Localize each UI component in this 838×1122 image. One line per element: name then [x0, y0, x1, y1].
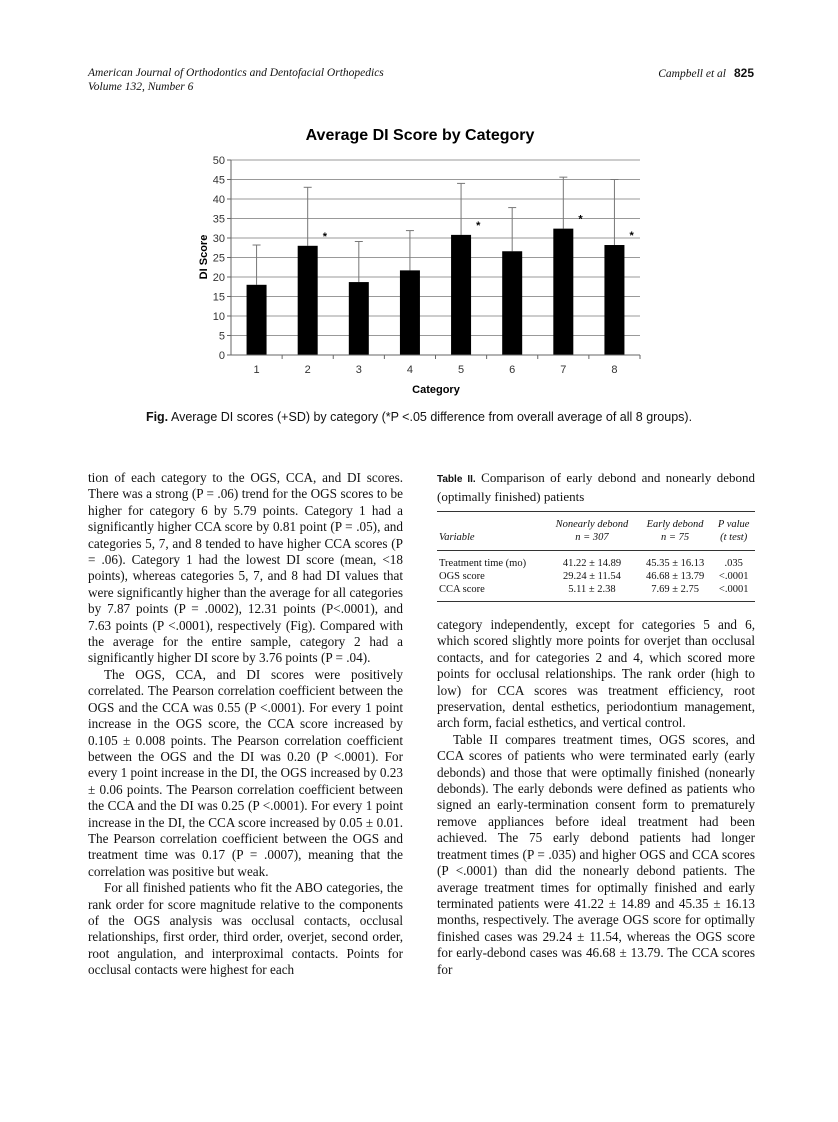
table-cell: <.0001 — [718, 584, 749, 595]
table-row: OGS score 29.24 ± 11.54 46.68 ± 13.79 <.000… — [437, 570, 755, 583]
table-header-row: Variable Nonearly debond n = 307 Early debo… — [437, 511, 755, 551]
column-header: Nonearly debond n = 307 — [546, 511, 638, 551]
page-number: 825 — [733, 66, 754, 80]
chart-title: Average DI Score by Category — [306, 127, 535, 144]
table-cell: Treatment time (mo) — [439, 558, 527, 569]
bar-category-6 — [502, 251, 523, 355]
running-header-left: American Journal of Orthodontics and Den… — [88, 66, 384, 94]
paragraph: category independently, except for categ… — [437, 617, 755, 731]
y-tick-label: 25 — [213, 253, 225, 265]
y-tick-label: 35 — [213, 214, 225, 226]
header-line: P value — [717, 519, 750, 530]
x-tick-label: 5 — [458, 364, 464, 376]
y-tick-label: 45 — [213, 175, 225, 187]
table-cell: 5.11 ± 2.38 — [568, 584, 616, 595]
y-tick-label: 15 — [213, 292, 225, 304]
significance-marker: * — [323, 231, 328, 243]
significance-marker: * — [476, 220, 481, 232]
paragraph: The OGS, CCA, and DI scores were positiv… — [88, 666, 403, 879]
column-header: Early debond n = 75 — [637, 511, 713, 551]
comparison-table: Variable Nonearly debond n = 307 Early debo… — [437, 511, 755, 602]
y-tick-label: 50 — [213, 155, 225, 167]
x-tick-label: 6 — [509, 364, 515, 376]
bar-category-3 — [348, 282, 369, 355]
paragraph: For all finished patients who fit the AB… — [88, 880, 403, 978]
header-line: n = 75 — [661, 532, 690, 543]
left-column-text: tion of each category to the OGS, CCA, a… — [88, 470, 403, 979]
bar-category-5 — [451, 234, 472, 355]
significance-marker: * — [578, 214, 583, 226]
paragraph: Table II compares treatment times, OGS s… — [437, 731, 755, 977]
bar-chart: Average DI Score by Category051015202530… — [198, 127, 641, 396]
column-header: P value (t test) — [712, 511, 755, 551]
header-line: n = 307 — [575, 532, 609, 543]
header-line: (t test) — [720, 532, 748, 543]
x-axis-label: Category — [412, 384, 461, 396]
caption-label: Fig. — [145, 410, 169, 424]
y-tick-label: 40 — [213, 194, 225, 206]
table-cell: OGS score — [439, 571, 485, 582]
table-cell: 41.22 ± 14.89 — [562, 558, 622, 569]
bar-category-7 — [553, 228, 574, 355]
x-tick-label: 3 — [356, 364, 362, 376]
table-title: Table II. Comparison of early debond and… — [437, 469, 755, 505]
table-label: Table II. — [437, 474, 476, 485]
bar-category-8 — [604, 245, 625, 355]
table-ii: Table II. Comparison of early debond and… — [437, 469, 755, 602]
right-column-text: category independently, except for categ… — [437, 617, 755, 978]
x-tick-label: 8 — [611, 364, 617, 376]
header-line: Early debond — [646, 519, 704, 530]
y-tick-label: 0 — [219, 350, 225, 362]
header-line: Variable — [439, 532, 475, 543]
authors: Campbell et al — [658, 68, 726, 80]
significance-marker: * — [629, 230, 634, 242]
x-tick-label: 1 — [254, 364, 260, 376]
table-title-text: Comparison of early debond and nonearly … — [437, 470, 756, 504]
table-cell: 45.35 ± 16.13 — [645, 558, 705, 569]
y-tick-label: 20 — [213, 272, 225, 284]
running-header-right: Campbell et al 825 — [658, 66, 754, 81]
column-header: Variable — [437, 511, 547, 551]
y-axis-label: DI Score — [198, 235, 210, 280]
x-tick-label: 4 — [407, 364, 413, 376]
table-cell: CCA score — [439, 584, 485, 595]
journal-name: American Journal of Orthodontics and Den… — [88, 67, 384, 79]
table-cell: 46.68 ± 13.79 — [645, 571, 705, 582]
y-tick-label: 30 — [213, 233, 225, 245]
x-tick-label: 2 — [305, 364, 311, 376]
table-cell: .035 — [724, 558, 743, 569]
bar-category-2 — [297, 245, 318, 355]
table-row: CCA score 5.11 ± 2.38 7.69 ± 2.75 <.0001 — [437, 583, 755, 602]
table-cell: 29.24 ± 11.54 — [563, 571, 621, 582]
table-cell: <.0001 — [718, 571, 749, 582]
figure-caption: Fig. Average DI scores (+SD) by category… — [0, 410, 838, 424]
paragraph: tion of each category to the OGS, CCA, a… — [88, 470, 403, 666]
caption-text: Average DI scores (+SD) by category (*P … — [170, 410, 693, 424]
bar-category-4 — [399, 270, 420, 355]
bar-category-1 — [246, 284, 267, 355]
volume-info: Volume 132, Number 6 — [88, 81, 194, 93]
header-line: Nonearly debond — [555, 519, 629, 530]
table-cell: 7.69 ± 2.75 — [651, 584, 699, 595]
table-row: Treatment time (mo) 41.22 ± 14.89 45.35 ± … — [437, 551, 755, 571]
y-tick-label: 10 — [213, 311, 225, 323]
y-tick-label: 5 — [219, 331, 225, 343]
x-tick-label: 7 — [560, 364, 566, 376]
